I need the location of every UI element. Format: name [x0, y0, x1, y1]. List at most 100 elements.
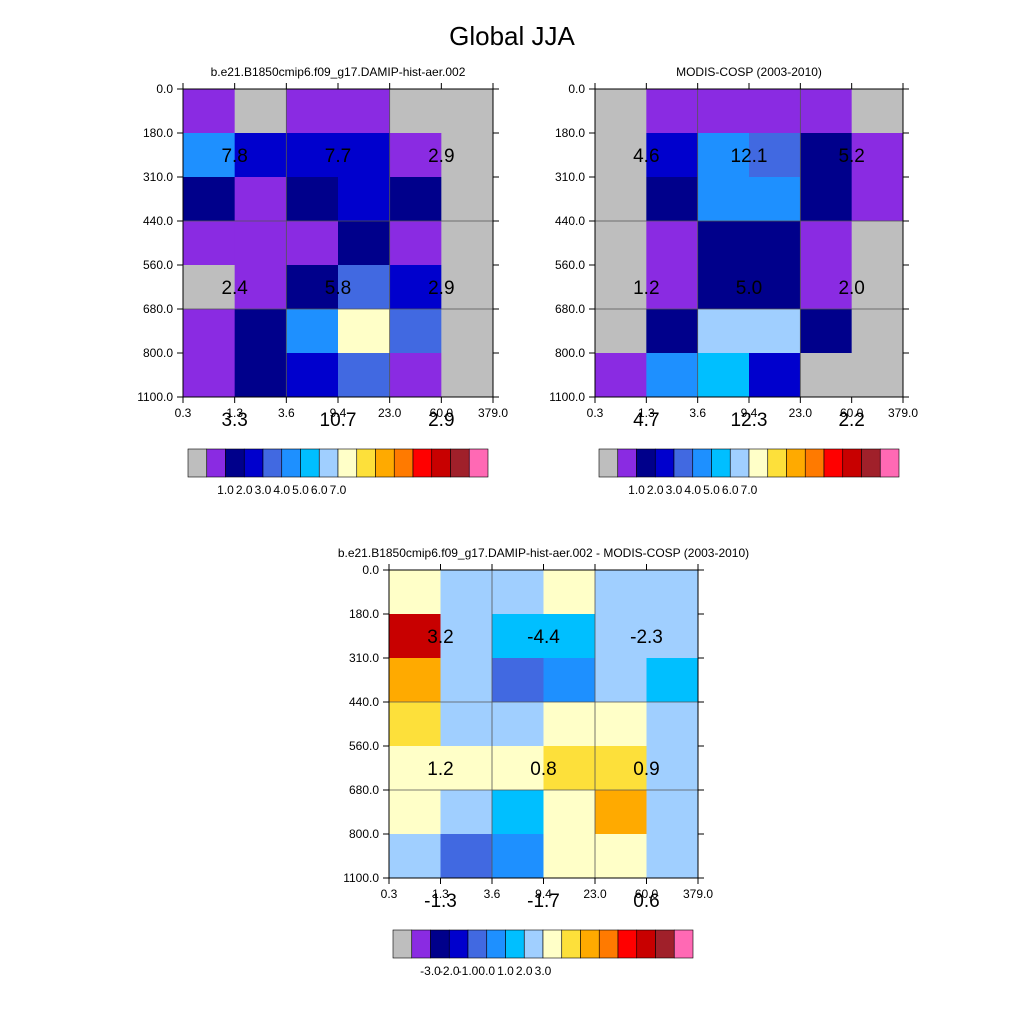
heatmap-cell: [389, 570, 441, 615]
heatmap-cell: [595, 702, 647, 747]
colorbar-box: [598, 448, 619, 478]
cell-value-label: 4.6: [633, 146, 659, 167]
colorbar-label: 1.0: [217, 483, 234, 497]
heatmap-cell: [338, 353, 391, 398]
heatmap-cell: [800, 89, 853, 134]
heatmap-panel-1: b.e21.B1850cmip6.f09_g17.DAMIP-hist-aer.…: [137, 65, 508, 497]
y-tick-label: 680.0: [555, 302, 585, 316]
colorbar-label: 5.0: [703, 483, 720, 497]
heatmap-cell: [492, 702, 544, 747]
heatmap-cell: [389, 309, 442, 354]
heatmap-cell: [851, 133, 904, 178]
heatmap-cell: [595, 790, 647, 835]
heatmap-cell: [646, 702, 699, 747]
colorbar-box: [729, 448, 750, 478]
heatmap-cell: [440, 614, 493, 659]
heatmap-cell: [492, 746, 544, 791]
cell-value-label: 5.8: [325, 278, 351, 299]
x-tick-label: 60.0: [635, 887, 659, 901]
colorbar-box: [448, 929, 469, 959]
heatmap-cell: [646, 746, 699, 791]
colorbar-box: [786, 448, 806, 478]
heatmap-cell: [338, 265, 391, 310]
heatmap-cell: [389, 658, 441, 703]
colorbar-label: 1.0: [628, 483, 645, 497]
cell-value-label: 0.8: [530, 759, 556, 780]
heatmap-cell: [389, 89, 442, 134]
x-tick-label: 9.4: [535, 887, 552, 901]
heatmap-cell: [389, 834, 441, 879]
colorbar-box: [673, 929, 694, 959]
heatmap-cell: [543, 702, 596, 747]
colorbar-box: [356, 448, 376, 478]
colorbar-box: [486, 929, 506, 959]
colorbar-box: [692, 448, 712, 478]
heatmap-cell: [595, 658, 647, 703]
x-tick-label: 3.6: [484, 887, 501, 901]
heatmap-cell: [851, 353, 904, 398]
cell-value-label: 2.0: [838, 278, 864, 299]
colorbar-box: [636, 448, 656, 478]
cell-value-label: 2.9: [428, 146, 454, 167]
heatmap-cell: [800, 177, 853, 222]
colorbar-box: [767, 448, 787, 478]
colorbar-box: [655, 929, 675, 959]
heatmap-cell: [595, 89, 647, 134]
colorbar-box: [411, 929, 431, 959]
colorbar-box: [711, 448, 731, 478]
colorbar-label: -1.0: [458, 964, 479, 978]
x-tick-label: 379.0: [683, 887, 713, 901]
heatmap-cell: [338, 177, 391, 222]
heatmap-cell: [389, 265, 442, 310]
colorbar-box: [580, 929, 600, 959]
heatmap-cell: [595, 133, 647, 178]
heatmap-cell: [183, 89, 236, 134]
cell-value-label: 2.9: [428, 278, 454, 299]
colorbar-box: [412, 448, 433, 478]
x-tick-label: 379.0: [478, 406, 508, 420]
y-tick-label: 310.0: [555, 170, 585, 184]
heatmap-cell: [800, 265, 853, 310]
heatmap-cell: [646, 177, 699, 222]
heatmap-cell: [543, 658, 596, 703]
cell-value-label: 12.3: [731, 410, 768, 431]
y-tick-label: 680.0: [143, 302, 173, 316]
colorbar-box: [225, 448, 245, 478]
heatmap-cell: [646, 265, 699, 310]
y-tick-label: 0.0: [568, 82, 585, 96]
heatmap-cell: [851, 265, 904, 310]
heatmap-cell: [389, 790, 441, 835]
heatmap-cell: [286, 89, 339, 134]
heatmap-cell: [441, 265, 494, 310]
colorbar-label: -3.0: [420, 964, 441, 978]
cell-value-label: 5.2: [838, 146, 864, 167]
colorbar: -3.0-2.0-1.0 0.0 1.0 2.0 3.0: [392, 929, 694, 978]
heatmap-cell: [595, 353, 647, 398]
y-tick-label: 1100.0: [343, 871, 379, 885]
colorbar-label: 5.0: [292, 483, 309, 497]
cell-value-label: 5.0: [736, 278, 762, 299]
heatmap-cell: [646, 353, 699, 398]
colorbar-label: 3.0: [255, 483, 272, 497]
y-tick-label: 1100.0: [137, 390, 173, 404]
heatmap-cell: [492, 570, 544, 615]
heatmap-cell: [183, 353, 236, 398]
heatmap-cell: [440, 746, 493, 791]
colorbar-box: [392, 929, 413, 959]
colorbar-label: 7.0: [741, 483, 758, 497]
heatmap-cell: [595, 570, 647, 615]
colorbar-label: 2.0: [647, 483, 664, 497]
heatmap-cell: [286, 353, 339, 398]
colorbar-box: [823, 448, 844, 478]
y-tick-label: 560.0: [349, 739, 379, 753]
heatmap-cell: [646, 614, 699, 659]
x-tick-label: 23.0: [583, 887, 607, 901]
heatmap-cell: [697, 89, 750, 134]
heatmap-cell: [697, 177, 750, 222]
heatmap-cell: [440, 834, 493, 879]
colorbar-box: [467, 929, 488, 959]
heatmap-cell: [646, 89, 699, 134]
heatmap-cell: [440, 570, 493, 615]
y-tick-label: 310.0: [143, 170, 173, 184]
